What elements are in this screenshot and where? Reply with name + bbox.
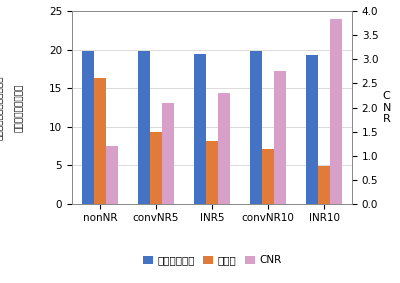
Bar: [162, 103, 174, 204]
Bar: [106, 146, 118, 204]
Bar: [218, 93, 230, 204]
Text: コントラスト・（輝度値）: コントラスト・（輝度値）: [0, 75, 4, 140]
Bar: [306, 55, 318, 204]
Y-axis label: C
N
R: C N R: [382, 91, 391, 124]
Bar: [138, 51, 150, 204]
Bar: [262, 149, 274, 204]
Legend: コントラスト, ノイズ, CNR: コントラスト, ノイズ, CNR: [138, 251, 286, 270]
Bar: [318, 166, 330, 204]
Bar: [194, 54, 206, 204]
Bar: [94, 78, 106, 204]
Bar: [274, 71, 286, 204]
Bar: [330, 19, 342, 204]
Text: ノイズ（標準偏差）: ノイズ（標準偏差）: [15, 83, 24, 132]
Bar: [250, 51, 262, 204]
Bar: [82, 51, 94, 204]
Bar: [206, 142, 218, 204]
Bar: [150, 132, 162, 204]
